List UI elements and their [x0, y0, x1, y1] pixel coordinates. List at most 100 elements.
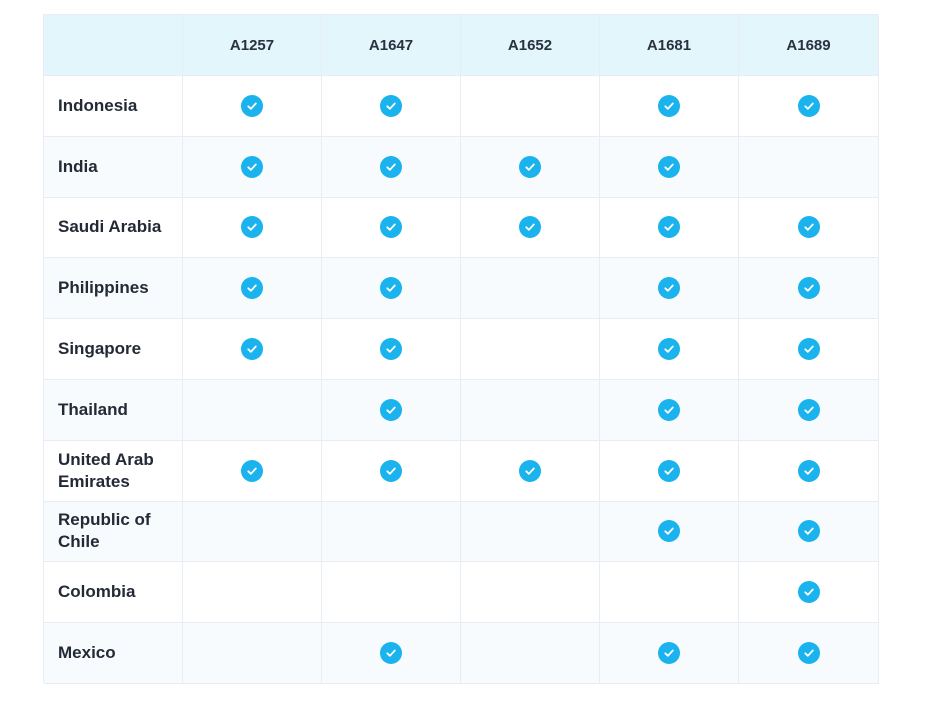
check-circle-icon [797, 216, 820, 239]
check-circle-icon [658, 338, 680, 361]
compatibility-table: A1257 A1647 A1652 A1681 A1689 Indonesia I… [43, 14, 879, 684]
support-cell [322, 319, 461, 380]
support-cell [322, 197, 461, 259]
check-circle-icon [241, 155, 263, 178]
support-cell [322, 76, 461, 137]
support-cell [322, 501, 461, 563]
support-cell [461, 440, 600, 502]
country-label: United Arab Emirates [58, 449, 154, 491]
check-circle-icon [658, 155, 680, 178]
support-cell [739, 623, 879, 684]
country-cell: Colombia [44, 562, 183, 624]
support-cell [600, 501, 739, 563]
country-label: Indonesia [58, 95, 138, 115]
country-cell: Republic of Chile [44, 501, 183, 563]
check-circle-icon [658, 277, 680, 300]
column-header-a1647: A1647 [322, 15, 461, 76]
support-cell [183, 76, 322, 137]
support-cell [739, 562, 879, 624]
support-cell [461, 623, 600, 684]
check-circle-icon [519, 155, 541, 178]
support-cell [600, 258, 739, 320]
support-cell [183, 258, 322, 320]
column-header-a1257: A1257 [183, 15, 322, 76]
support-cell [322, 136, 461, 198]
support-cell [461, 136, 600, 198]
check-circle-icon [380, 94, 402, 117]
support-cell [600, 623, 739, 684]
check-circle-icon [658, 216, 680, 239]
check-circle-icon [241, 459, 263, 482]
column-header-a1681: A1681 [600, 15, 739, 76]
country-cell: Philippines [44, 258, 183, 320]
country-label: India [58, 156, 98, 176]
support-cell [183, 562, 322, 624]
support-cell [739, 76, 879, 137]
support-cell [183, 379, 322, 441]
country-cell: Saudi Arabia [44, 197, 183, 259]
country-cell: Mexico [44, 623, 183, 684]
support-cell [183, 136, 322, 198]
support-cell [600, 76, 739, 137]
check-circle-icon [658, 520, 680, 543]
support-cell [183, 197, 322, 259]
check-circle-icon [380, 338, 402, 361]
check-circle-icon [241, 338, 263, 361]
check-circle-icon [658, 642, 680, 665]
support-cell [739, 258, 879, 320]
support-cell [461, 379, 600, 441]
support-cell [600, 197, 739, 259]
support-cell [461, 319, 600, 380]
check-circle-icon [797, 94, 820, 117]
country-label: Philippines [58, 278, 149, 298]
check-circle-icon [380, 216, 402, 239]
check-circle-icon [380, 398, 402, 421]
check-circle-icon [658, 398, 680, 421]
check-circle-icon [797, 520, 820, 543]
support-cell [600, 379, 739, 441]
country-label: Saudi Arabia [58, 217, 162, 237]
support-cell [183, 440, 322, 502]
check-circle-icon [380, 277, 402, 300]
check-circle-icon [797, 277, 820, 300]
check-circle-icon [658, 94, 680, 117]
country-label: Thailand [58, 399, 128, 419]
country-cell: Singapore [44, 319, 183, 380]
support-cell [322, 623, 461, 684]
support-cell [461, 197, 600, 259]
support-cell [461, 76, 600, 137]
support-cell [322, 379, 461, 441]
check-circle-icon [797, 398, 820, 421]
country-cell: Thailand [44, 379, 183, 441]
support-cell [322, 258, 461, 320]
country-label: Singapore [58, 339, 142, 359]
support-cell [183, 501, 322, 563]
column-header-a1652: A1652 [461, 15, 600, 76]
check-circle-icon [380, 642, 402, 665]
support-cell [600, 562, 739, 624]
support-cell [739, 440, 879, 502]
check-circle-icon [380, 155, 402, 178]
support-cell [461, 501, 600, 563]
support-cell [600, 136, 739, 198]
check-circle-icon [797, 642, 820, 665]
check-circle-icon [380, 459, 402, 482]
header-corner [44, 15, 183, 76]
country-cell: United Arab Emirates [44, 440, 183, 502]
support-cell [183, 623, 322, 684]
check-circle-icon [241, 216, 263, 239]
country-label: Mexico [58, 643, 116, 663]
country-cell: Indonesia [44, 76, 183, 137]
check-circle-icon [797, 459, 820, 482]
support-cell [739, 379, 879, 441]
country-label: Republic of Chile [58, 510, 151, 552]
country-cell: India [44, 136, 183, 198]
check-circle-icon [241, 94, 263, 117]
column-header-a1689: A1689 [739, 15, 879, 76]
check-circle-icon [241, 277, 263, 300]
check-circle-icon [797, 338, 820, 361]
support-cell [600, 440, 739, 502]
country-label: Colombia [58, 582, 136, 602]
check-circle-icon [519, 216, 541, 239]
support-cell [461, 258, 600, 320]
